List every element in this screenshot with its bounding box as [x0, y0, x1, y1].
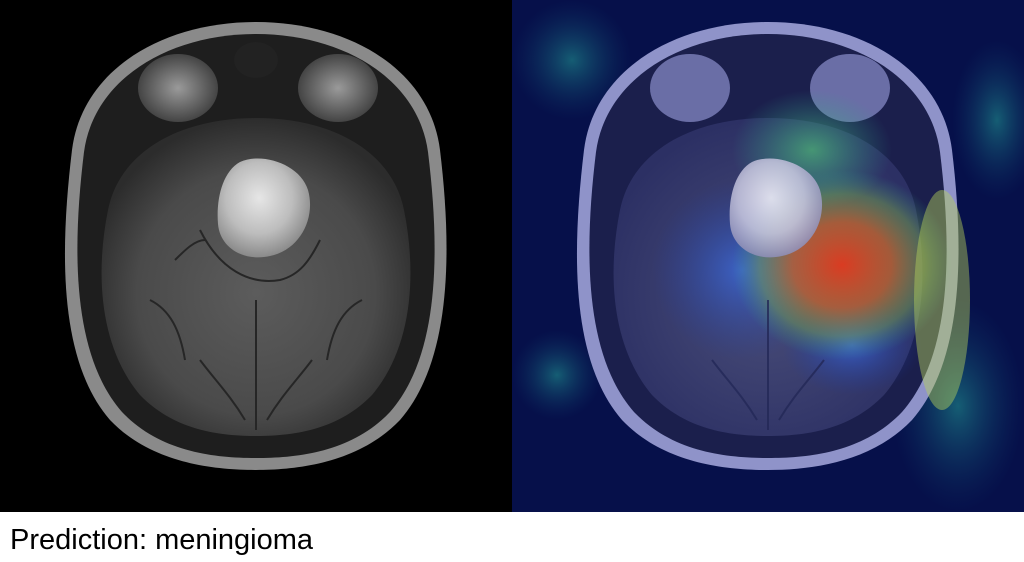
tumor-mass-overlay [729, 158, 823, 258]
mri-original-image [0, 0, 512, 512]
right-orbit [298, 54, 378, 122]
heatmap-overlay-drawing [512, 0, 1024, 512]
tumor-mass [217, 158, 311, 258]
prediction-caption: Prediction: meningioma [10, 524, 314, 556]
mri-original-drawing [0, 0, 512, 512]
brain-tissue [101, 118, 411, 436]
left-orbit [138, 54, 218, 122]
mri-heatmap-overlay-image [512, 0, 1024, 512]
